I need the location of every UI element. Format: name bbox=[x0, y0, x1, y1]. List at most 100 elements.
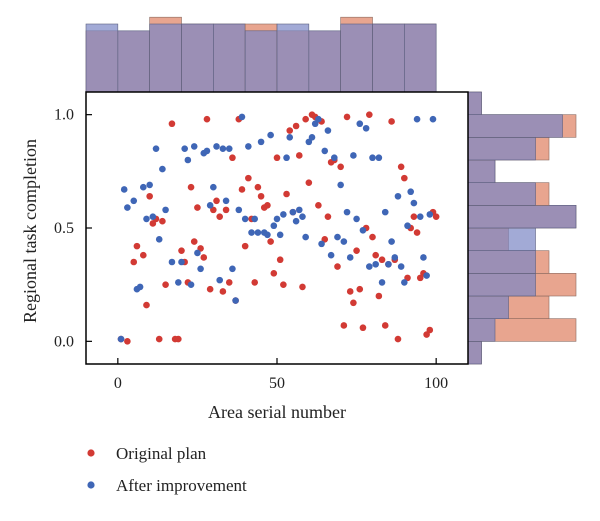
point-original-plan bbox=[146, 192, 153, 200]
point-after-improvement bbox=[289, 208, 297, 216]
point-original-plan bbox=[143, 301, 150, 309]
point-after-improvement bbox=[331, 154, 338, 162]
point-original-plan bbox=[295, 152, 303, 159]
scatter-points bbox=[117, 111, 440, 345]
point-original-plan bbox=[219, 288, 227, 295]
point-after-improvement bbox=[308, 134, 316, 141]
top-hist-bar-improved bbox=[372, 23, 405, 93]
point-after-improvement bbox=[302, 233, 309, 241]
point-after-improvement bbox=[394, 192, 402, 200]
point-after-improvement bbox=[238, 113, 246, 121]
point-after-improvement bbox=[420, 254, 427, 261]
point-after-improvement bbox=[280, 211, 287, 218]
point-original-plan bbox=[245, 174, 252, 182]
point-after-improvement bbox=[219, 145, 227, 152]
point-after-improvement bbox=[241, 215, 249, 223]
right-hist-bar-improved bbox=[467, 182, 536, 206]
point-after-improvement bbox=[197, 265, 204, 273]
legend: Original plan After improvement bbox=[87, 444, 247, 495]
point-after-improvement bbox=[375, 154, 383, 162]
point-after-improvement bbox=[359, 226, 367, 234]
point-after-improvement bbox=[178, 258, 185, 266]
point-after-improvement bbox=[168, 258, 176, 266]
top-hist-bar-improved bbox=[276, 23, 310, 93]
point-original-plan bbox=[340, 322, 348, 329]
point-original-plan bbox=[302, 115, 309, 123]
point-after-improvement bbox=[216, 276, 223, 284]
point-after-improvement bbox=[327, 251, 335, 259]
top-hist-bar-improved bbox=[149, 23, 182, 93]
point-original-plan bbox=[203, 115, 211, 123]
point-original-plan bbox=[283, 190, 290, 198]
right-hist-bar-improved bbox=[467, 137, 536, 161]
point-after-improvement bbox=[404, 222, 411, 230]
point-original-plan bbox=[216, 213, 223, 220]
point-after-improvement bbox=[175, 279, 182, 286]
point-original-plan bbox=[162, 281, 169, 288]
point-after-improvement bbox=[429, 115, 437, 123]
point-after-improvement bbox=[130, 197, 138, 205]
point-after-improvement bbox=[391, 254, 399, 261]
point-after-improvement bbox=[276, 231, 284, 239]
point-original-plan bbox=[394, 335, 402, 343]
top-hist-bar-improved bbox=[340, 23, 373, 93]
point-after-improvement bbox=[413, 115, 421, 123]
point-after-improvement bbox=[356, 120, 364, 128]
right-hist-bar-improved bbox=[467, 318, 496, 342]
point-after-improvement bbox=[346, 254, 354, 261]
legend-marker-original-plan bbox=[87, 449, 95, 457]
point-original-plan bbox=[238, 186, 246, 193]
point-after-improvement bbox=[416, 213, 424, 220]
right-hist-bar-improved bbox=[467, 250, 536, 274]
point-after-improvement bbox=[143, 215, 150, 223]
point-after-improvement bbox=[407, 188, 415, 196]
point-original-plan bbox=[130, 258, 138, 266]
point-original-plan bbox=[410, 213, 418, 220]
point-original-plan bbox=[280, 281, 287, 288]
point-original-plan bbox=[413, 229, 421, 236]
top-histogram bbox=[85, 16, 437, 93]
point-after-improvement bbox=[423, 272, 430, 279]
point-original-plan bbox=[353, 247, 360, 254]
point-original-plan bbox=[194, 204, 201, 211]
point-original-plan bbox=[213, 197, 220, 205]
y-tick-label: 1.0 bbox=[54, 107, 74, 124]
point-after-improvement bbox=[273, 215, 281, 223]
x-axis: 0 50 100 bbox=[114, 358, 448, 392]
point-after-improvement bbox=[213, 143, 220, 150]
point-after-improvement bbox=[369, 154, 376, 162]
right-hist-bar-improved bbox=[467, 114, 563, 138]
point-original-plan bbox=[378, 256, 386, 264]
point-after-improvement bbox=[159, 165, 166, 173]
point-after-improvement bbox=[286, 134, 294, 141]
point-original-plan bbox=[343, 113, 351, 121]
point-original-plan bbox=[426, 326, 434, 334]
legend-label-original-plan: Original plan bbox=[116, 444, 207, 463]
point-original-plan bbox=[190, 238, 198, 245]
point-original-plan bbox=[229, 154, 236, 162]
point-original-plan bbox=[140, 251, 147, 259]
y-axis: 0.0 0.5 1.0 bbox=[54, 107, 92, 350]
point-after-improvement bbox=[136, 283, 144, 291]
point-after-improvement bbox=[426, 211, 434, 218]
point-after-improvement bbox=[397, 263, 405, 270]
point-original-plan bbox=[397, 163, 405, 171]
point-original-plan bbox=[432, 213, 440, 220]
point-after-improvement bbox=[184, 156, 192, 164]
point-after-improvement bbox=[251, 215, 259, 223]
right-hist-bar-improved bbox=[467, 341, 482, 365]
point-after-improvement bbox=[321, 147, 329, 155]
point-after-improvement bbox=[187, 281, 195, 288]
point-after-improvement bbox=[353, 215, 360, 223]
point-original-plan bbox=[168, 120, 176, 128]
point-original-plan bbox=[124, 338, 131, 345]
point-after-improvement bbox=[295, 206, 303, 214]
point-after-improvement bbox=[315, 115, 322, 123]
top-hist-bar-improved bbox=[117, 30, 150, 93]
point-after-improvement bbox=[388, 238, 395, 245]
point-after-improvement bbox=[410, 199, 418, 207]
point-after-improvement bbox=[194, 249, 201, 257]
top-hist-bar-improved bbox=[244, 30, 278, 93]
point-original-plan bbox=[356, 285, 364, 293]
